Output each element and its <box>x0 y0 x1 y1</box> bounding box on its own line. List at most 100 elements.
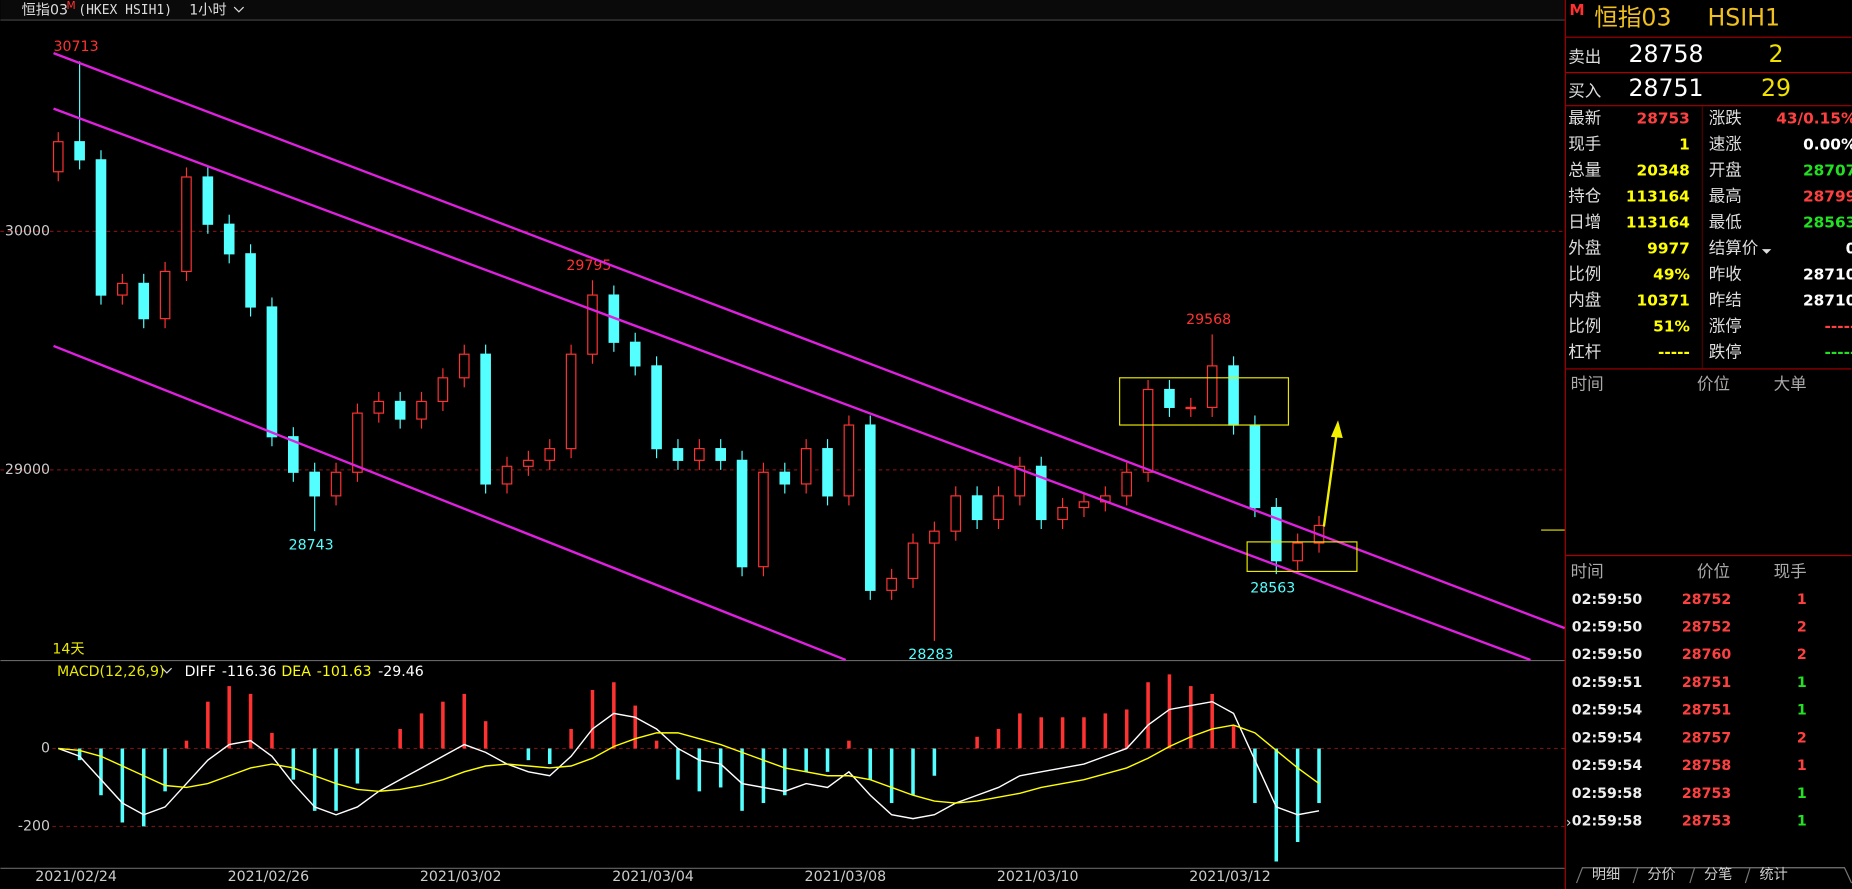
trade-price: 28760 <box>1682 647 1731 663</box>
column-header: 大单 <box>1774 374 1807 393</box>
highlight-box <box>1246 541 1358 573</box>
x-tick-label: 2021/02/26 <box>228 869 310 885</box>
legend-entry: -29.46 <box>378 664 424 680</box>
stat-label: 比例 <box>1568 317 1601 336</box>
candle-body <box>779 471 791 485</box>
trade-volume: 1 <box>1797 675 1807 691</box>
stat-value: 28707 <box>1803 162 1852 180</box>
stat-label: 涨跌 <box>1709 109 1742 128</box>
trade-price: 28751 <box>1682 703 1731 719</box>
arrow-head <box>1330 420 1343 439</box>
candle-body <box>352 412 363 473</box>
price-annotation: 28563 <box>1250 580 1295 596</box>
stat-label: 开盘 <box>1709 161 1742 180</box>
trade-volume: 1 <box>1797 758 1807 774</box>
y-tick-label: 29000 <box>5 462 50 478</box>
stat-label: 速涨 <box>1709 135 1742 154</box>
x-tick-label: 2021/03/04 <box>612 869 694 885</box>
stat-value: ----- <box>1825 318 1852 336</box>
trade-price: 28752 <box>1682 619 1731 635</box>
candle-body <box>864 424 876 591</box>
x-tick-label: 2021/03/10 <box>997 869 1079 885</box>
trade-time: 02:59:50 <box>1572 592 1643 608</box>
trade-price: 28758 <box>1682 758 1731 774</box>
badge: M <box>1569 1 1584 19</box>
indicator-title[interactable]: MACD(12,26,9) <box>57 664 165 680</box>
tab[interactable]: 分笔 <box>1704 867 1732 883</box>
candle-body <box>993 495 1004 521</box>
book-label: 买入 <box>1568 82 1601 101</box>
indicator-line <box>58 724 1320 804</box>
stat-value: 9977 <box>1647 240 1690 258</box>
book-price: 28751 <box>1628 74 1703 102</box>
candle-body <box>245 253 256 308</box>
stat-value: 28710 <box>1803 292 1852 310</box>
candle-body <box>223 223 235 255</box>
quote-panel: › M 恒指03 HSIH1 卖出 28758 2 买入 28751 29 最新 28753 现手 1 总… <box>1565 1 1852 884</box>
candle-body <box>736 459 748 568</box>
candle-body <box>651 365 662 450</box>
stat-label: 最低 <box>1709 213 1742 232</box>
stat-label: 最新 <box>1568 109 1601 128</box>
trade-time: 02:59:50 <box>1572 619 1643 635</box>
tab[interactable]: 分价 <box>1647 867 1675 883</box>
candle-body <box>1035 465 1047 521</box>
stat-value: 0 <box>1846 240 1852 258</box>
price-annotation: 30713 <box>54 39 99 55</box>
book-size: 2 <box>1769 40 1784 68</box>
stat-label: 昨收 <box>1709 265 1742 284</box>
dropdown-icon[interactable] <box>161 667 173 674</box>
book-price: 28758 <box>1628 40 1703 68</box>
trade-time: 02:59:50 <box>1572 647 1643 663</box>
candle-body <box>672 448 684 461</box>
candle-body <box>416 400 427 420</box>
tab[interactable]: 统计 <box>1760 867 1788 883</box>
stat-value: ----- <box>1825 344 1852 362</box>
exchange: (HKEX HSIH1) <box>78 3 172 18</box>
period-selector[interactable]: 1小时 <box>189 3 226 19</box>
stat-value: 28710 <box>1803 266 1852 284</box>
legend-value: -101.63 <box>317 664 372 680</box>
trade-time: 02:59:58 <box>1572 814 1642 830</box>
x-tick-label: 2021/03/02 <box>420 869 502 885</box>
price-pane: 29000 30000 14天 30713 28743 29795 28283 29568 28… <box>0 39 1565 663</box>
legend-name: DIFF <box>185 664 216 680</box>
period-label: 14天 <box>52 641 84 657</box>
y-tick-label: -200 <box>18 818 50 834</box>
trade-time: 02:59:58 <box>1572 786 1642 802</box>
stat-label: 现手 <box>1568 135 1601 154</box>
stat-value: ----- <box>1658 344 1690 362</box>
candle-body <box>822 448 833 497</box>
stat-value: 28799 <box>1803 188 1852 206</box>
indicator-line <box>58 700 1320 820</box>
dropdown-icon[interactable] <box>1761 249 1772 254</box>
macd-pane: -200 0 MACD(12,26,9) DIFF -116.36 DEA -101.63-… <box>18 664 1565 862</box>
symbol: 恒指03 <box>22 3 68 19</box>
candle-body <box>1292 542 1303 562</box>
candle-body <box>971 495 983 521</box>
trade-price: 28753 <box>1682 786 1731 802</box>
candle-body <box>266 306 278 438</box>
candle-body <box>95 159 107 296</box>
stat-value: 28563 <box>1803 214 1852 232</box>
stat-label: 结算价 <box>1709 239 1759 258</box>
candle-body <box>373 400 385 414</box>
trade-price: 28751 <box>1682 675 1731 691</box>
trade-volume: 1 <box>1797 814 1807 830</box>
price-annotation: 29795 <box>566 258 611 274</box>
candle-body <box>1078 501 1090 509</box>
tab-divider <box>1632 867 1639 884</box>
candle-body <box>458 353 470 379</box>
trade-volume: 1 <box>1797 592 1807 608</box>
badge: M <box>67 0 76 12</box>
tab[interactable]: 明细 <box>1592 867 1620 883</box>
candle-body <box>843 424 855 497</box>
candle-body <box>437 377 449 403</box>
candle-body <box>287 436 299 473</box>
stat-value: 113164 <box>1626 214 1690 232</box>
candle-body <box>138 282 150 320</box>
candle-body <box>629 341 641 367</box>
dropdown-icon[interactable] <box>233 6 245 13</box>
stat-label: 外盘 <box>1568 239 1601 258</box>
